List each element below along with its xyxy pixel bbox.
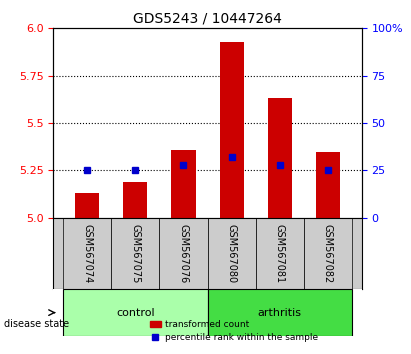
Text: arthritis: arthritis (258, 308, 302, 318)
Bar (219, 41, 244, 218)
FancyBboxPatch shape (63, 218, 111, 289)
FancyBboxPatch shape (208, 289, 352, 336)
Legend: transformed count, percentile rank within the sample: transformed count, percentile rank withi… (146, 316, 322, 346)
FancyBboxPatch shape (111, 218, 159, 289)
Text: control: control (116, 308, 155, 318)
Bar (268, 98, 292, 218)
Text: GSM567082: GSM567082 (323, 224, 333, 283)
Title: GDS5243 / 10447264: GDS5243 / 10447264 (133, 12, 282, 26)
Bar (171, 150, 196, 218)
FancyBboxPatch shape (208, 218, 256, 289)
Text: disease state: disease state (4, 319, 69, 329)
Text: GSM567080: GSM567080 (226, 224, 237, 283)
Text: GSM567074: GSM567074 (82, 224, 92, 283)
Bar (75, 193, 99, 218)
Bar (123, 182, 148, 218)
FancyBboxPatch shape (63, 289, 208, 336)
FancyBboxPatch shape (256, 218, 304, 289)
FancyBboxPatch shape (159, 218, 208, 289)
Bar (316, 152, 340, 218)
Text: GSM567081: GSM567081 (275, 224, 285, 283)
Text: GSM567076: GSM567076 (178, 224, 189, 283)
FancyBboxPatch shape (304, 218, 352, 289)
Text: GSM567075: GSM567075 (130, 224, 140, 283)
